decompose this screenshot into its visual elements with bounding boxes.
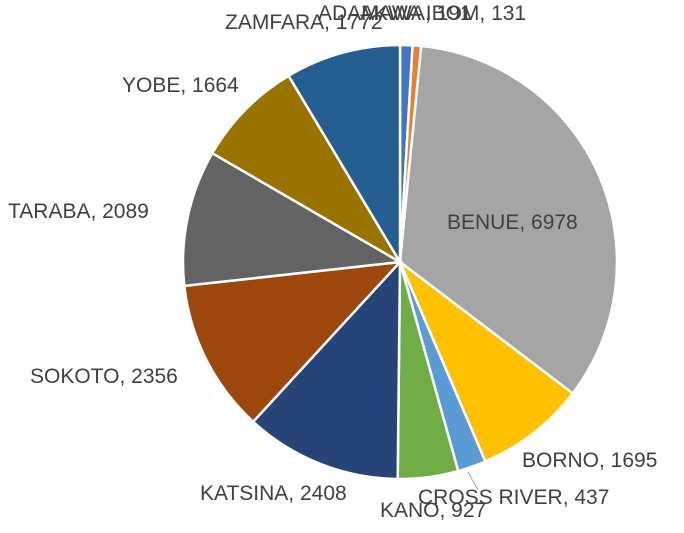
data-label: TARABA, 2089 bbox=[8, 200, 149, 223]
pie-slice: BENUE bbox=[398, 44, 619, 396]
data-label: YOBE, 1664 bbox=[122, 74, 239, 97]
data-label: AKWA IBOM, 131 bbox=[360, 2, 526, 25]
data-label: CROSS RIVER, 437 bbox=[418, 486, 609, 509]
data-label: KANO, 927 bbox=[380, 499, 486, 522]
leader-line bbox=[467, 471, 479, 491]
pie-slice: TARABA bbox=[181, 151, 404, 288]
pie-slice: ZAMFARA bbox=[286, 43, 402, 267]
data-label: SOKOTO, 2356 bbox=[30, 365, 178, 388]
data-label: ADAMAWA, 191 bbox=[318, 2, 472, 25]
pie-slice: YOBE bbox=[210, 74, 404, 266]
data-label: BENUE, 6978 bbox=[447, 211, 578, 234]
pie-slice: BORNO bbox=[396, 258, 575, 464]
data-label: BORNO, 1695 bbox=[522, 449, 657, 472]
pie-slice: SOKOTO bbox=[182, 260, 404, 424]
data-label: ZAMFARA, 1772 bbox=[225, 11, 383, 34]
pie-slice: KATSINA bbox=[251, 258, 402, 481]
data-label: KATSINA, 2408 bbox=[200, 482, 347, 505]
